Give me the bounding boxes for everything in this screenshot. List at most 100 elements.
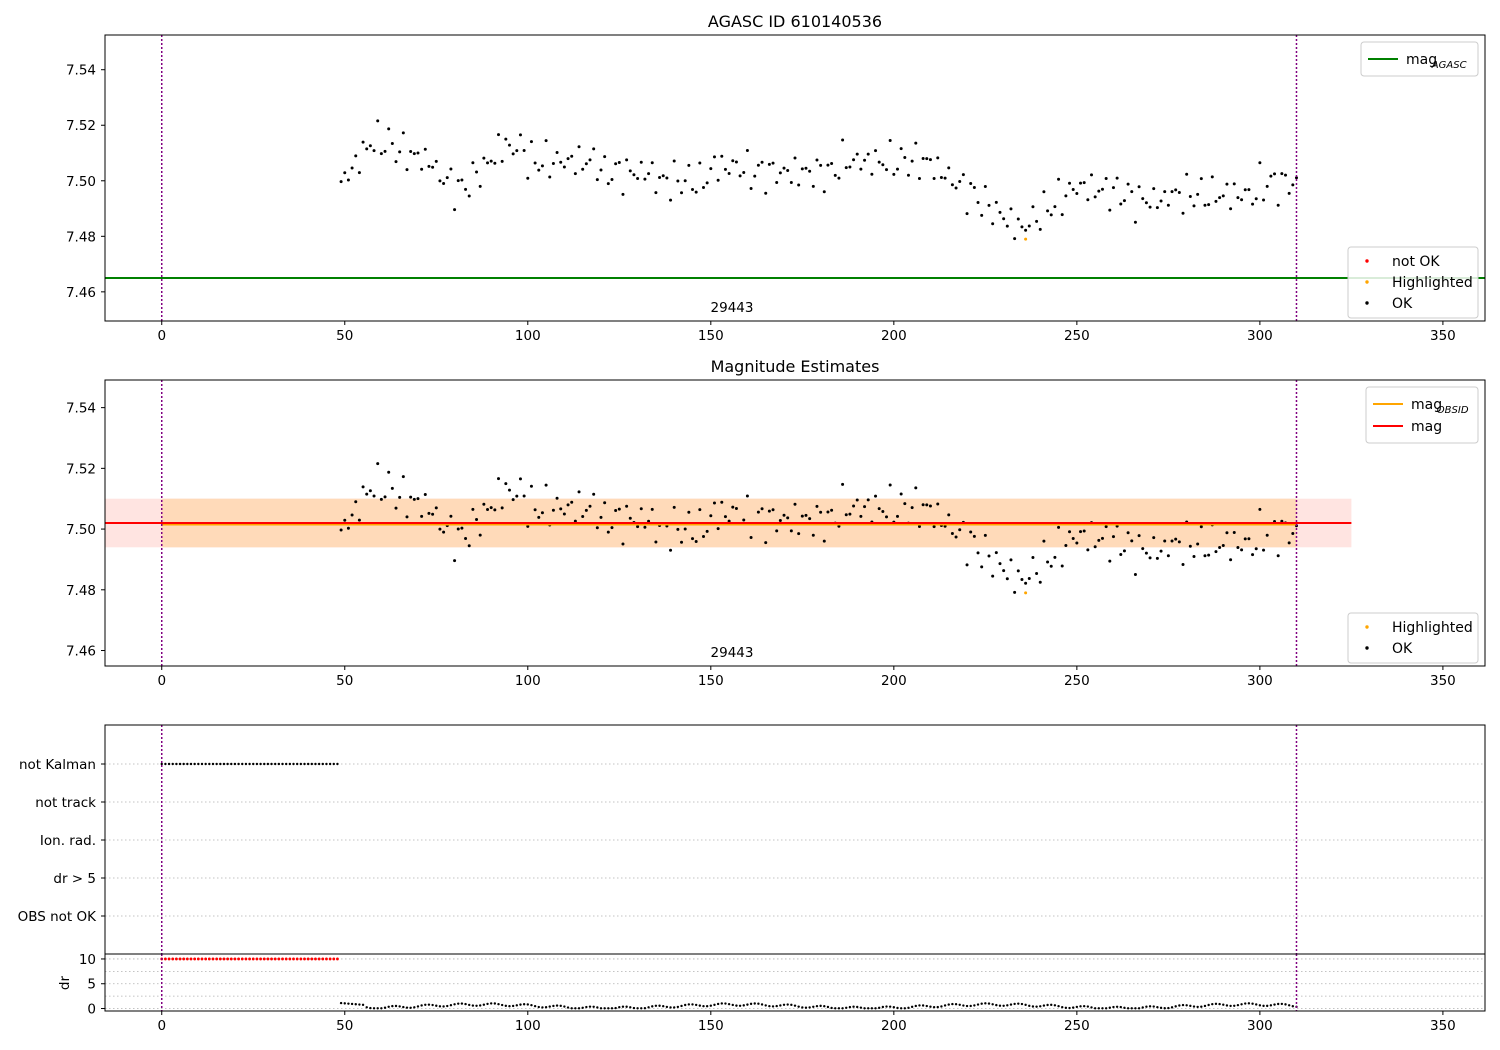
x-tick-label: 0 xyxy=(157,328,166,344)
ok-point xyxy=(621,192,625,196)
category-label: dr > 5 xyxy=(53,871,96,887)
dr-point xyxy=(1148,1005,1152,1008)
dr-point xyxy=(592,1005,595,1008)
ok-point xyxy=(412,152,416,156)
dr-point xyxy=(980,1002,983,1005)
ok-point xyxy=(376,119,380,123)
ok-point xyxy=(786,516,790,520)
flag-point xyxy=(175,762,178,766)
ok-point xyxy=(522,494,526,498)
flag-point xyxy=(197,762,200,766)
ok-point xyxy=(1163,539,1167,543)
y-tick-label: 7.48 xyxy=(66,229,96,245)
ok-point xyxy=(537,168,541,172)
x-tick-label: 150 xyxy=(698,328,724,344)
ok-point xyxy=(1232,182,1236,186)
legend-marker-swatch xyxy=(1365,625,1369,629)
dr-point xyxy=(552,1004,555,1008)
ok-point xyxy=(482,502,486,506)
dr-point xyxy=(1126,1007,1130,1010)
dr-point xyxy=(1013,1002,1016,1006)
ok-point xyxy=(1273,172,1277,176)
ok-point xyxy=(830,162,834,166)
ok-point xyxy=(742,171,746,175)
dr-point xyxy=(596,1006,599,1009)
x-tick-label: 0 xyxy=(157,673,166,689)
ok-point xyxy=(497,133,501,137)
ok-point xyxy=(782,166,786,170)
dr-point xyxy=(647,1006,650,1009)
dr-clipped-point xyxy=(328,957,332,961)
ok-point xyxy=(705,181,709,185)
legend-label-subscript: AGASC xyxy=(1431,60,1467,71)
dr-point xyxy=(475,1004,478,1008)
ok-point xyxy=(1148,556,1152,560)
panel-3-points xyxy=(160,762,339,766)
ok-point xyxy=(478,184,482,188)
dr-point xyxy=(863,1007,866,1010)
ok-point xyxy=(471,507,475,511)
flag-point xyxy=(241,762,244,766)
ok-point xyxy=(562,165,566,169)
flag-point xyxy=(252,762,255,766)
dr-point xyxy=(486,1002,489,1006)
ok-point xyxy=(800,167,804,171)
dr-point xyxy=(995,1003,998,1007)
flag-point xyxy=(263,762,266,766)
ok-point xyxy=(866,152,870,156)
ok-point xyxy=(617,507,621,511)
dr-point xyxy=(1028,1004,1031,1008)
x-tick-label: 350 xyxy=(1430,673,1456,689)
dr-point xyxy=(1287,1004,1291,1007)
ok-point xyxy=(976,551,980,555)
ok-point xyxy=(416,151,420,155)
legend-label: Highlighted xyxy=(1392,620,1473,636)
ok-point xyxy=(1247,188,1251,192)
dr-point xyxy=(1134,1007,1137,1010)
dr-clipped-point xyxy=(215,957,219,961)
ok-point xyxy=(870,172,874,176)
ok-point xyxy=(928,504,932,508)
dr-point xyxy=(877,1006,881,1010)
ok-point xyxy=(1243,537,1247,541)
ok-point xyxy=(669,548,673,552)
ok-point xyxy=(917,525,921,529)
ok-point xyxy=(500,506,504,510)
ok-point xyxy=(965,563,969,567)
ok-point xyxy=(819,163,823,167)
ok-point xyxy=(559,507,563,511)
dr-point xyxy=(1185,1004,1188,1007)
ok-point xyxy=(438,179,442,183)
ok-point xyxy=(617,161,621,165)
dr-point xyxy=(1181,1003,1185,1007)
ok-point xyxy=(771,508,775,512)
ok-point xyxy=(1071,187,1075,191)
ok-point xyxy=(793,156,797,160)
ok-point xyxy=(405,515,409,519)
ok-point xyxy=(694,539,698,543)
dr-clipped-point xyxy=(281,957,284,961)
dr-point xyxy=(354,1003,357,1006)
ok-point xyxy=(1254,547,1258,551)
dr-point xyxy=(779,1004,782,1007)
dr-point xyxy=(424,1003,427,1006)
dr-point xyxy=(468,1003,471,1007)
ok-point xyxy=(464,536,468,540)
ok-point xyxy=(1053,555,1057,559)
ok-point xyxy=(343,171,347,175)
ok-point xyxy=(387,470,391,474)
flag-point xyxy=(178,762,182,766)
dr-point xyxy=(1002,1004,1005,1008)
dr-clipped-point xyxy=(288,957,292,961)
dr-point xyxy=(1240,1003,1243,1006)
ok-point xyxy=(764,541,768,545)
dr-point xyxy=(504,1004,508,1008)
dr-point xyxy=(603,1007,606,1010)
ok-point xyxy=(815,158,819,162)
x-tick-label: 200 xyxy=(881,673,907,689)
dr-point xyxy=(892,1006,896,1009)
ok-point xyxy=(1251,553,1255,557)
dr-point xyxy=(541,1006,544,1009)
flag-point xyxy=(295,762,299,766)
ok-point xyxy=(449,167,453,171)
